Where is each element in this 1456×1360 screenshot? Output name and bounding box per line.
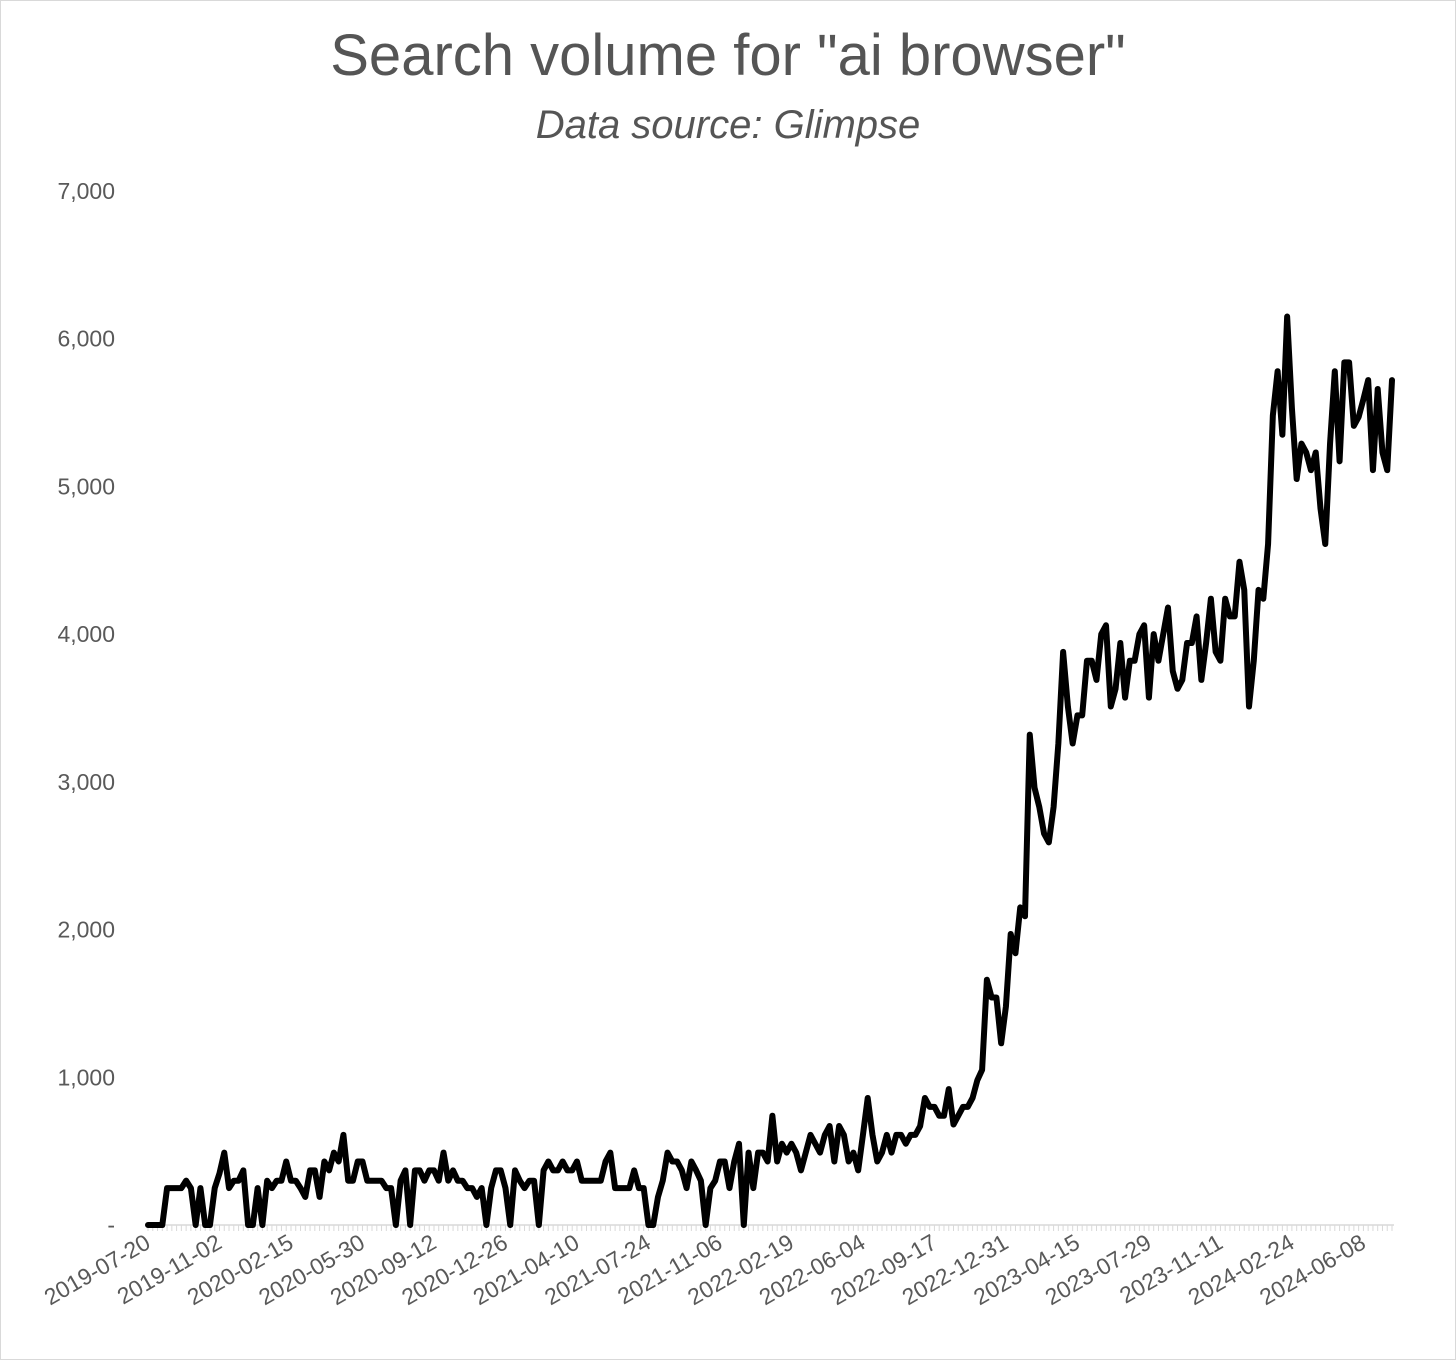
- y-tick-label: 4,000: [57, 621, 115, 647]
- y-tick-label: 1,000: [57, 1064, 115, 1090]
- chart-subtitle: Data source: Glimpse: [535, 103, 921, 147]
- y-axis: - 1,000 2,000 3,000 4,000 5,000 6,000 7,000: [57, 178, 115, 1238]
- y-tick-label: 5,000: [57, 473, 115, 499]
- y-tick-label: 2,000: [57, 917, 115, 943]
- chart-title: Search volume for "ai browser": [330, 23, 1126, 88]
- y-tick-label: 3,000: [57, 769, 115, 795]
- x-axis-labels: 2019-07-202019-11-022020-02-152020-05-30…: [40, 1229, 1370, 1310]
- search-volume-line: [145, 313, 1395, 1228]
- x-axis: [146, 1224, 1394, 1231]
- y-tick-label: 7,000: [57, 178, 115, 204]
- y-tick-label: -: [107, 1212, 115, 1238]
- y-tick-label: 6,000: [57, 326, 115, 352]
